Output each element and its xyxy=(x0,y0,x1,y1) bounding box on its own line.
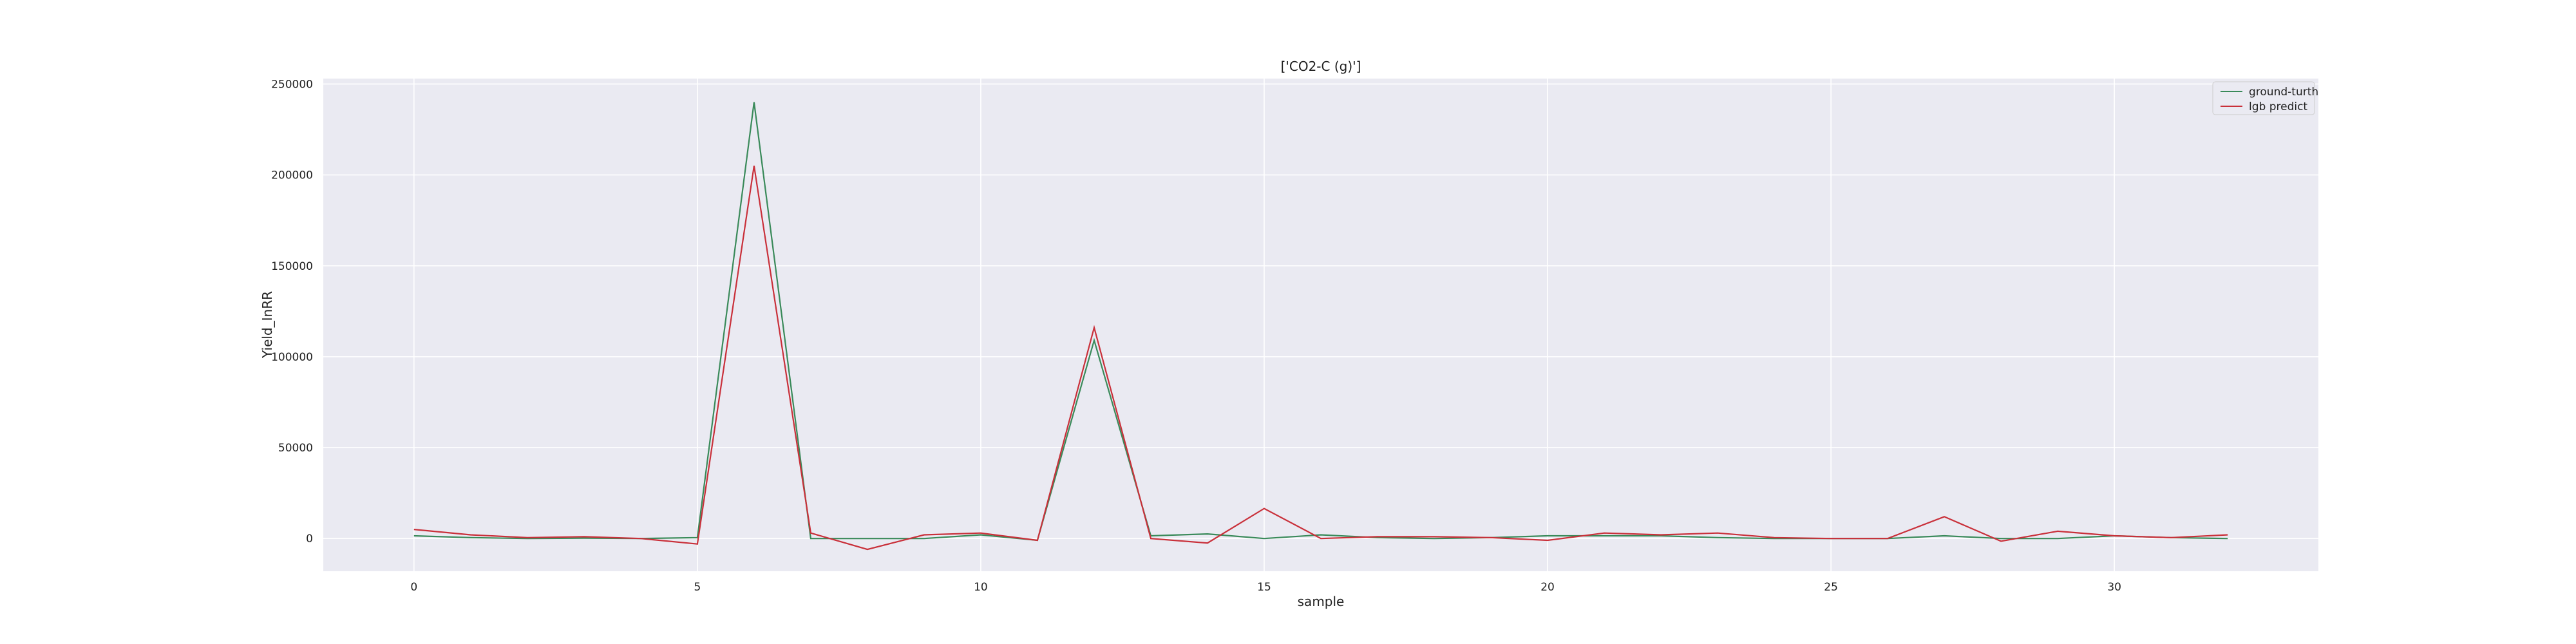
series-line-lgb-predict xyxy=(413,166,2228,551)
x-tick-label: 5 xyxy=(694,581,701,594)
x-tick-label: 20 xyxy=(1540,581,1555,594)
legend-label-ground-turth: ground-turth xyxy=(2249,86,2318,99)
plot-background xyxy=(323,79,2318,571)
legend: ground-turth lgb predict xyxy=(2212,81,2318,115)
y-tick-label: 0 xyxy=(306,533,313,545)
x-tick-label: 15 xyxy=(1257,581,1271,594)
y-tick-label: 250000 xyxy=(271,78,313,91)
series-line-ground-turth xyxy=(413,102,2228,542)
y-tick-label: 150000 xyxy=(271,260,313,273)
x-tick-label: 30 xyxy=(2107,581,2121,594)
chart-title: ['CO2-C (g)'] xyxy=(1281,59,1361,74)
y-axis-label: Yield_InRR xyxy=(260,291,275,359)
y-tick-label: 100000 xyxy=(271,351,313,364)
y-tick-label: 200000 xyxy=(271,169,313,182)
tick-labels: 0 5 10 15 20 25 30 0 50000 100000 150000 200000 2500… xyxy=(271,78,2121,594)
x-tick-label: 25 xyxy=(1824,581,1838,594)
gridlines xyxy=(323,79,2318,571)
y-tick-label: 50000 xyxy=(278,442,313,455)
legend-label-lgb-predict: lgb predict xyxy=(2249,100,2307,113)
x-tick-label: 10 xyxy=(974,581,988,594)
x-tick-label: 0 xyxy=(410,581,417,594)
x-axis-label: sample xyxy=(1298,594,1345,609)
series-lines xyxy=(413,102,2228,551)
